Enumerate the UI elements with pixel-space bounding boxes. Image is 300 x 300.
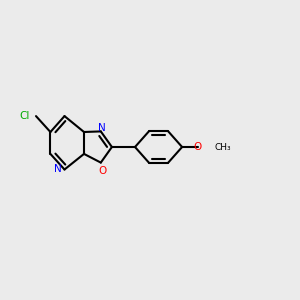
Text: N: N <box>98 123 106 134</box>
Text: N: N <box>54 164 62 175</box>
Text: O: O <box>98 166 106 176</box>
Text: O: O <box>194 142 202 152</box>
Text: Cl: Cl <box>20 111 30 121</box>
Text: CH₃: CH₃ <box>214 142 231 152</box>
